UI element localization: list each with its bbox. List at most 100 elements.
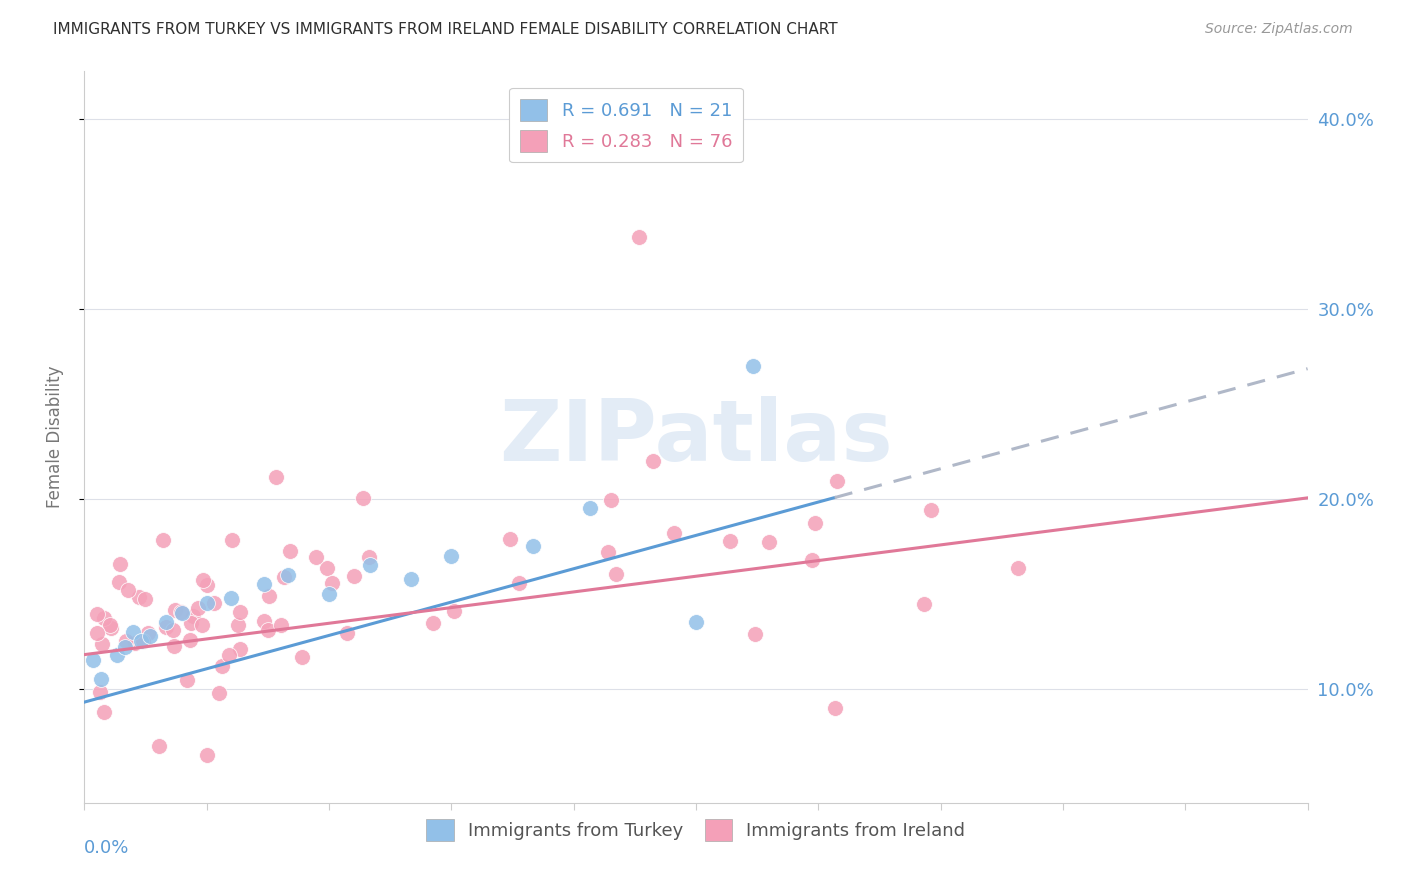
Point [685, 615, 707, 630]
Point [162, 623, 184, 637]
Point [801, 553, 824, 567]
Point [304, 549, 326, 564]
Point [259, 590, 281, 604]
Point [218, 648, 240, 662]
Point [124, 636, 146, 650]
Point [181, 609, 204, 624]
Point [273, 570, 295, 584]
Legend: Immigrants from Turkey, Immigrants from Ireland: Immigrants from Turkey, Immigrants from … [419, 812, 973, 848]
Point [152, 533, 174, 548]
Point [352, 491, 374, 505]
Point [132, 633, 155, 648]
Point [122, 624, 145, 639]
Point [138, 629, 160, 643]
Y-axis label: Female Disability: Female Disability [45, 366, 63, 508]
Point [195, 748, 218, 763]
Point [440, 549, 463, 563]
Point [148, 739, 170, 753]
Point [336, 626, 359, 640]
Point [108, 558, 131, 572]
Point [155, 615, 177, 630]
Point [82, 653, 104, 667]
Point [134, 591, 156, 606]
Point [758, 535, 780, 549]
Point [187, 601, 209, 615]
Point [825, 474, 848, 488]
Point [912, 597, 935, 611]
Point [627, 229, 650, 244]
Point [499, 532, 522, 546]
Point [343, 569, 366, 583]
Point [105, 648, 128, 662]
Point [229, 641, 252, 656]
Point [93, 706, 115, 720]
Point [86, 625, 108, 640]
Point [1007, 561, 1029, 575]
Point [280, 543, 302, 558]
Point [522, 539, 544, 553]
Point [219, 591, 242, 605]
Point [229, 606, 252, 620]
Point [114, 634, 136, 648]
Point [359, 558, 381, 573]
Point [605, 567, 627, 582]
Point [202, 596, 225, 610]
Point [399, 572, 422, 586]
Point [422, 616, 444, 631]
Point [211, 659, 233, 673]
Point [718, 533, 741, 548]
Point [641, 454, 664, 468]
Point [443, 604, 465, 618]
Text: IMMIGRANTS FROM TURKEY VS IMMIGRANTS FROM IRELAND FEMALE DISABILITY CORRELATION : IMMIGRANTS FROM TURKEY VS IMMIGRANTS FRO… [53, 22, 838, 37]
Point [742, 359, 765, 373]
Text: Source: ZipAtlas.com: Source: ZipAtlas.com [1205, 22, 1353, 37]
Point [108, 575, 131, 590]
Point [163, 640, 186, 654]
Point [170, 605, 193, 619]
Point [264, 470, 287, 484]
Point [195, 578, 218, 592]
Point [253, 614, 276, 628]
Point [136, 625, 159, 640]
Point [195, 596, 218, 610]
Point [163, 603, 186, 617]
Point [86, 607, 108, 622]
Point [117, 582, 139, 597]
Point [93, 610, 115, 624]
Point [180, 615, 202, 630]
Point [226, 618, 249, 632]
Point [208, 686, 231, 700]
Point [920, 503, 942, 517]
Point [90, 637, 112, 651]
Point [257, 623, 280, 637]
Point [270, 618, 292, 632]
Point [221, 533, 243, 547]
Point [600, 493, 623, 508]
Point [172, 606, 194, 620]
Point [176, 673, 198, 687]
Point [179, 633, 201, 648]
Point [89, 685, 111, 699]
Point [114, 640, 136, 654]
Point [131, 634, 153, 648]
Point [824, 701, 846, 715]
Point [359, 550, 381, 565]
Point [277, 567, 299, 582]
Point [191, 573, 214, 587]
Text: ZIPatlas: ZIPatlas [499, 395, 893, 479]
Point [100, 621, 122, 635]
Point [804, 516, 827, 531]
Point [191, 618, 214, 632]
Point [316, 561, 339, 575]
Point [321, 576, 343, 591]
Point [128, 590, 150, 604]
Point [579, 501, 602, 516]
Point [155, 620, 177, 634]
Point [90, 673, 112, 687]
Point [291, 649, 314, 664]
Point [662, 526, 685, 541]
Point [508, 575, 530, 590]
Point [596, 545, 619, 559]
Point [744, 627, 766, 641]
Point [253, 577, 276, 591]
